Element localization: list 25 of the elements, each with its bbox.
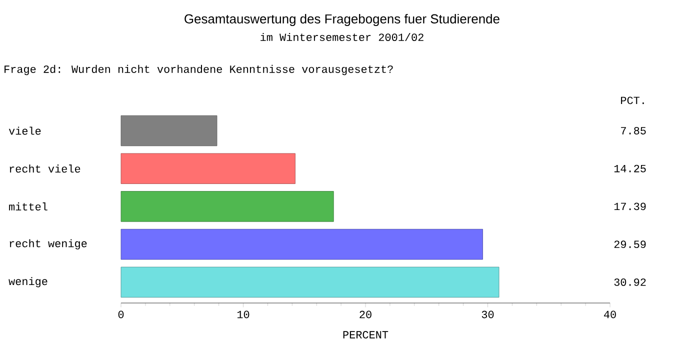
bar	[120, 115, 218, 146]
text: PCT.	[621, 96, 644, 104]
x-tick-label: 30	[482, 310, 494, 318]
data-label: 30.92	[614, 278, 646, 286]
y-tick-label: mittel	[9, 202, 48, 210]
text: Frage 2d: Wurden nicht vorhandene Kenntnisse vorausgesetzt?	[4, 64, 393, 76]
x-tick-label: 20	[360, 310, 372, 318]
chart-title: Gesamtauswertung des Fragebogens fuer Studierende	[184, 14, 500, 26]
y-tick-label: viele	[8, 126, 41, 135]
chart-subtitle: im Wintersemester 2001/02	[260, 32, 424, 42]
bar	[120, 153, 296, 184]
y-tick-label: recht viele	[10, 164, 80, 173]
bar	[120, 266, 500, 298]
x-tick-label: 10	[237, 310, 250, 318]
data-label: 7.85	[621, 127, 646, 134]
y-tick-label: recht wenige	[10, 239, 87, 250]
bar	[120, 228, 483, 260]
bar	[120, 191, 334, 222]
data-label: 14.25	[614, 164, 646, 172]
data-label: 17.39	[614, 202, 646, 210]
x-tick-label: 40	[604, 310, 616, 318]
x-tick-label: 0	[118, 310, 124, 318]
data-label: 29.59	[614, 240, 646, 248]
x-axis-title: PERCENT	[343, 331, 388, 338]
y-tick-label: wenige	[8, 277, 48, 288]
